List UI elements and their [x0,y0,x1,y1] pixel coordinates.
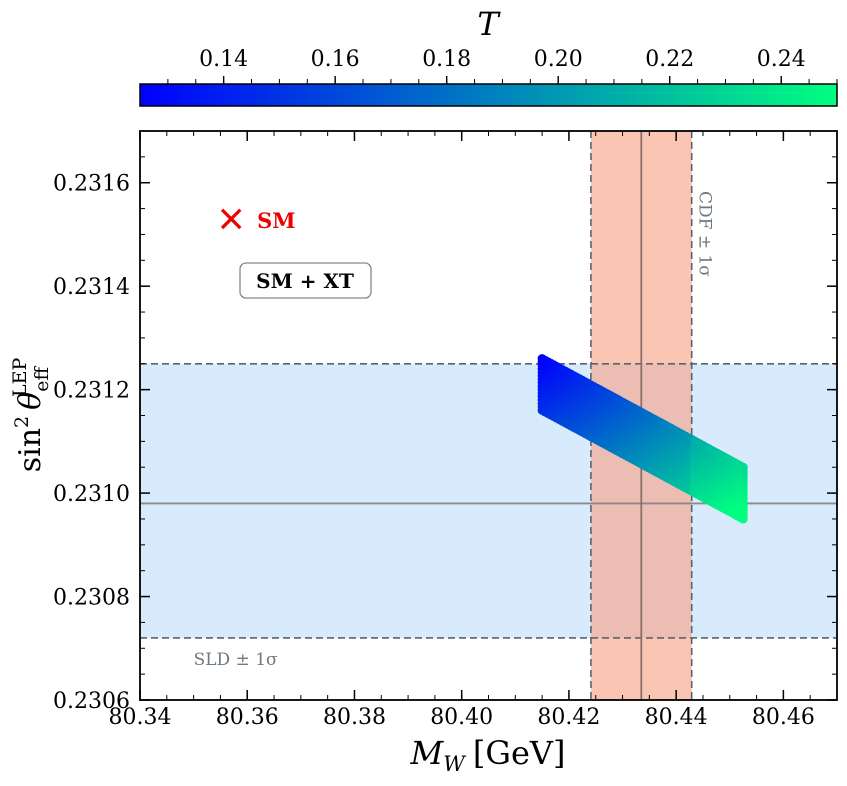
colorbar-ticks: 0.14 0.16 0.18 0.20 0.22 0.24 [167,47,838,84]
colorbar-tick-label: 0.22 [645,47,694,72]
x-tick-label: 80.40 [430,705,493,730]
colorbar-gradient [139,83,838,107]
y-axis: 0.2306 0.2308 0.2310 0.2312 0.2314 0.2316 [53,130,837,714]
y-tick-label: 0.2306 [53,689,130,714]
plot-area [140,131,837,700]
y-tick-label: 0.2308 [53,586,130,611]
x-tick-label: 80.34 [109,705,172,730]
x-tick-label: 80.36 [216,705,279,730]
sm-marker [220,208,242,230]
colorbar-tick-label: 0.24 [757,47,806,72]
x-tick-label: 80.46 [752,705,815,730]
x-tick-label: 80.44 [645,705,708,730]
x-axis: 80.34 80.36 80.38 80.40 80.42 80.44 80.46 [109,131,838,730]
x-axis-unit: [GeV] [473,734,566,772]
y-tick-label: 0.2316 [53,172,130,197]
cdf-band-label: CDF ± 1σ [695,191,715,277]
colorbar-tick-label: 0.20 [534,47,583,72]
y-tick-label: 0.2310 [53,482,130,507]
y-axis-prefix: sin [13,428,48,472]
x-tick-label: 80.42 [537,705,600,730]
colorbar-tick-label: 0.18 [422,47,471,72]
colorbar-label: T [477,5,501,43]
y-tick-label: 0.2312 [53,379,130,404]
scan-points [537,354,748,524]
sld-band-label: SLD ± 1σ [194,650,278,670]
model-legend: SM + XT [239,262,372,299]
model-legend-text: SM + XT [256,269,354,293]
x-axis-symbol: M [410,734,445,772]
scan-point [738,462,748,472]
x-axis-subscript: W [443,752,467,776]
colorbar-tick-label: 0.14 [199,47,248,72]
x-axis-title: MW [GeV] [410,734,566,776]
y-axis-superscript: LEP [9,358,31,397]
y-axis-title: sin2 θeffLEP [9,358,53,473]
colorbar: T 0.14 0.16 0.18 0.20 0.22 0.24 [139,5,838,107]
y-axis-power: 2 [11,416,33,428]
y-axis-symbol: θ [13,392,48,410]
model-legend-box [239,262,372,299]
y-tick-label: 0.2314 [53,275,130,300]
colorbar-tick-label: 0.16 [311,47,360,72]
sm-label: SM [257,208,295,233]
x-tick-label: 80.38 [323,705,386,730]
y-axis-subscript: eff [31,366,53,392]
